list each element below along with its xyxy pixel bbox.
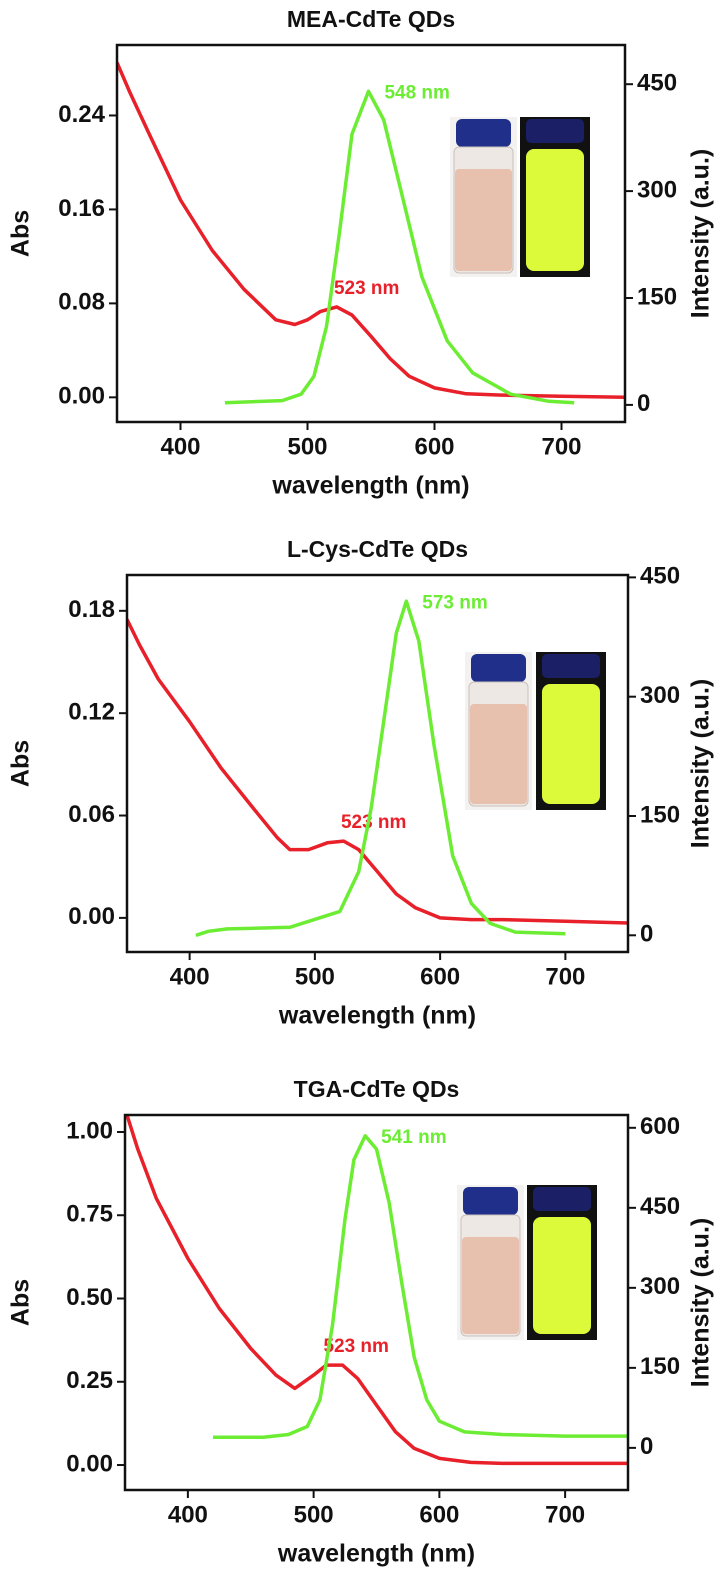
y-tick-label: 0.08 [58, 289, 105, 316]
peak-annotation: 523 nm [323, 1336, 388, 1357]
spectrum-line [224, 89, 575, 405]
vial-glow [533, 1217, 591, 1334]
x-tick-label: 500 [287, 433, 327, 460]
vial-cap [542, 654, 600, 678]
x-axis-label: wavelength (nm) [278, 1002, 476, 1030]
chart: MEA-CdTe QDs 400 500 600 700 0.00 0.08 0.16 0.24… [7, 6, 715, 500]
y2-axis-label: Intensity (a.u.) [687, 679, 715, 848]
y-tick-label: 0.18 [68, 596, 115, 623]
y-tick-label: 0.00 [58, 383, 105, 410]
y2-tick-label: 300 [640, 682, 680, 709]
y2-tick-label: 300 [637, 176, 677, 203]
vial-liquid [455, 169, 512, 271]
y2-tick-label: 150 [640, 1353, 680, 1380]
y-axis-label: Abs [7, 740, 35, 787]
x-tick-label: 700 [541, 433, 581, 460]
vial-cap [526, 119, 584, 143]
plot-frame [125, 573, 630, 954]
spectrum-line [213, 1134, 628, 1439]
vial-glow [526, 149, 584, 271]
y2-axis-label: Intensity (a.u.) [687, 1218, 715, 1387]
y-tick-label: 0.24 [58, 101, 105, 128]
y2-tick-label: 150 [640, 801, 680, 828]
vial-cap [533, 1187, 591, 1211]
x-axis-label: wavelength (nm) [271, 472, 469, 500]
chart: L-Cys-CdTe QDs 400 500 600 700 0.00 0.06 0.12 0.… [7, 536, 715, 1030]
peak-annotation: 523 nm [334, 278, 399, 299]
y2-axis-label: Intensity (a.u.) [687, 149, 715, 318]
y2-tick-label: 600 [640, 1113, 680, 1140]
y-axis-label: Abs [7, 210, 35, 257]
x-tick-label: 600 [420, 963, 460, 990]
chart-title: TGA-CdTe QDs [294, 1076, 460, 1102]
y-tick-label: 0.06 [68, 801, 115, 828]
y-tick-label: 0.50 [66, 1284, 113, 1311]
peak-annotation: 548 nm [384, 82, 449, 103]
y2-tick-label: 300 [640, 1273, 680, 1300]
peak-annotation: 541 nm [381, 1127, 446, 1148]
x-tick-label: 700 [545, 963, 585, 990]
x-tick-label: 500 [294, 1501, 334, 1528]
vial-glow [542, 684, 600, 804]
y-tick-label: 0.12 [68, 699, 115, 726]
chart-title: L-Cys-CdTe QDs [287, 536, 468, 562]
chart-title: MEA-CdTe QDs [287, 6, 455, 32]
y2-tick-label: 450 [640, 1193, 680, 1220]
y-tick-label: 0.25 [66, 1367, 113, 1394]
plot-frame [123, 1113, 630, 1492]
spectrum-line [127, 618, 628, 925]
spectrum-line [195, 599, 566, 937]
x-tick-label: 500 [295, 963, 335, 990]
y-tick-label: 0.00 [66, 1450, 113, 1477]
y2-tick-label: 0 [640, 1433, 653, 1460]
y-tick-label: 0.00 [68, 903, 115, 930]
y-tick-label: 1.00 [66, 1117, 113, 1144]
y-axis-label: Abs [7, 1279, 35, 1326]
vial-cap [463, 1187, 518, 1215]
vial-cap [456, 119, 511, 147]
y2-tick-label: 0 [640, 921, 653, 948]
y-tick-label: 0.16 [58, 195, 105, 222]
chart: TGA-CdTe QDs 400 500 600 700 0.00 0.25 0.50 0.75… [7, 1076, 715, 1568]
x-tick-label: 400 [160, 433, 200, 460]
y2-tick-label: 450 [637, 70, 677, 97]
y2-tick-label: 0 [637, 390, 650, 417]
x-tick-label: 400 [170, 963, 210, 990]
vial-liquid [462, 1237, 519, 1334]
y2-tick-label: 450 [640, 563, 680, 590]
x-tick-label: 400 [168, 1501, 208, 1528]
x-tick-label: 600 [419, 1501, 459, 1528]
peak-annotation: 573 nm [422, 592, 487, 613]
peak-annotation: 523 nm [341, 812, 406, 833]
x-tick-label: 700 [545, 1501, 585, 1528]
y2-tick-label: 150 [637, 283, 677, 310]
x-axis-label: wavelength (nm) [277, 1540, 475, 1568]
x-tick-label: 600 [414, 433, 454, 460]
plot-frame [115, 43, 627, 424]
vial-cap [471, 654, 526, 682]
vial-liquid [470, 704, 527, 804]
spectrum-line [125, 1115, 628, 1466]
y-tick-label: 0.75 [66, 1201, 113, 1228]
